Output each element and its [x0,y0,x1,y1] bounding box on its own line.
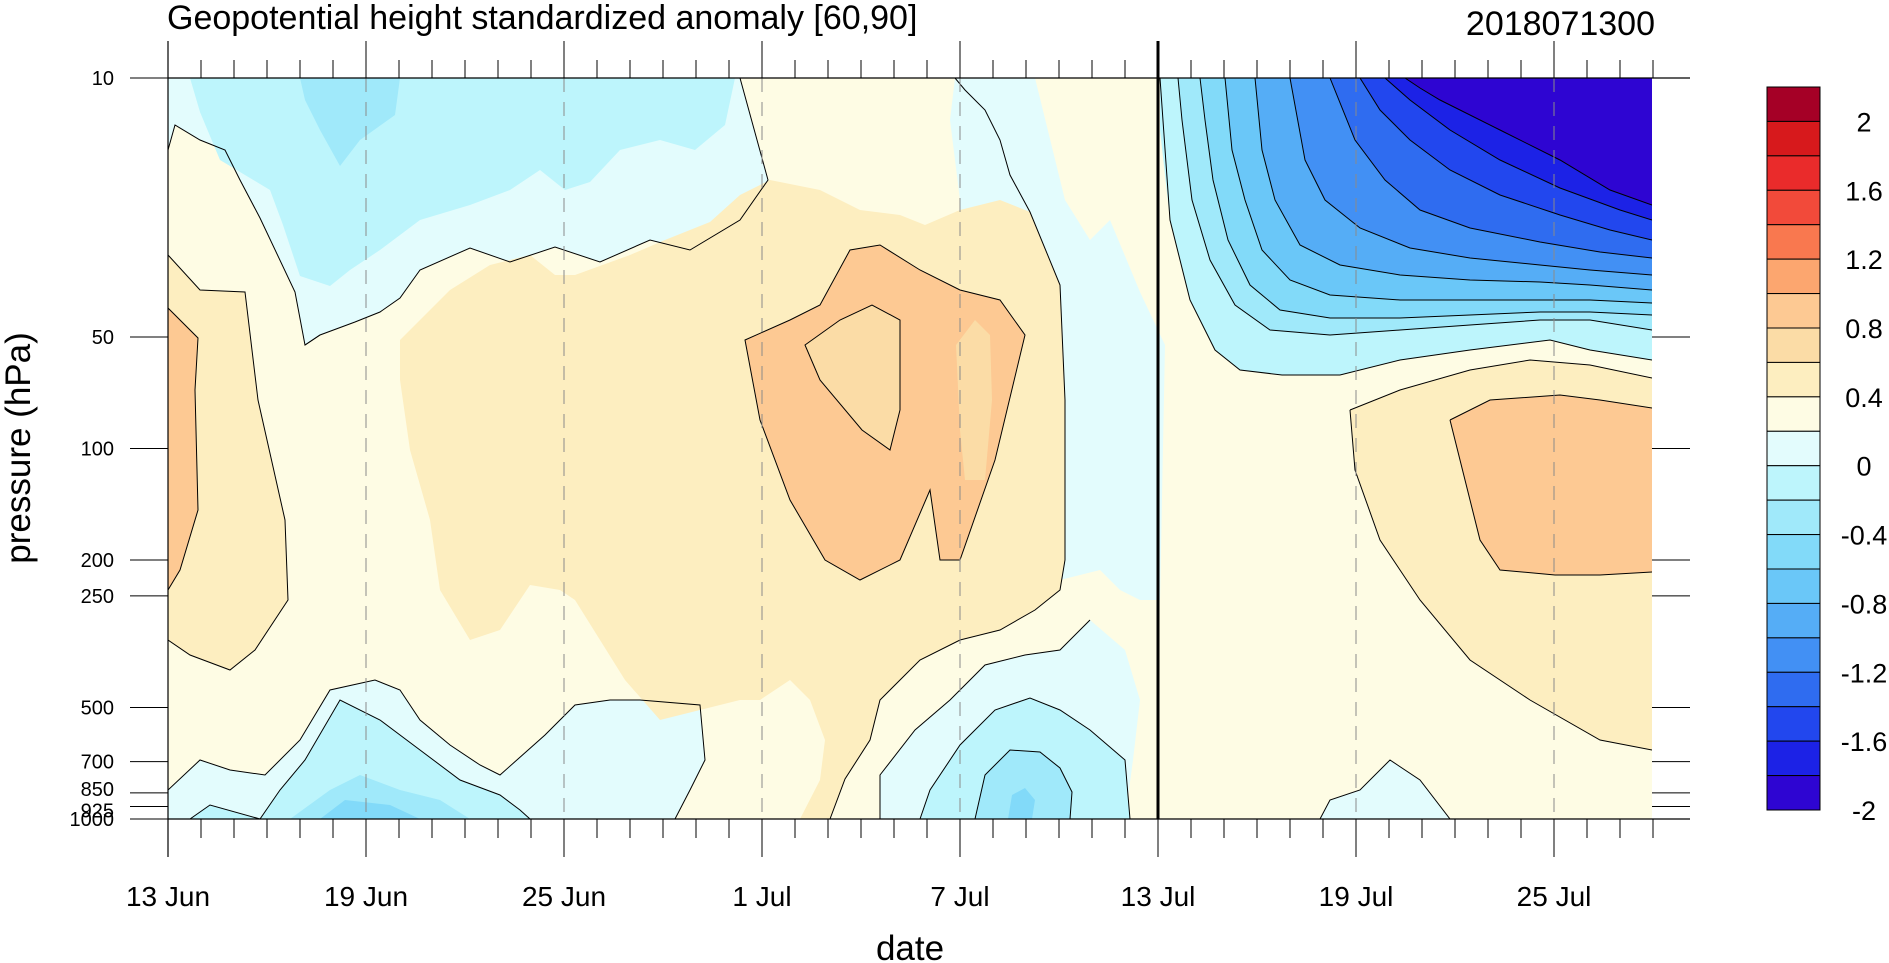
anomaly-region-positive [168,255,288,670]
y-tick-label: 700 [81,752,114,774]
anomaly-region-negative [1008,788,1035,819]
colorbar-label: 2 [1856,107,1871,137]
x-tick-label: 25 Jun [522,881,606,912]
y-tick-label: 500 [81,697,114,719]
x-axis-tick-labels: 13 Jun 19 Jun 25 Jun 1 Jul 7 Jul 13 Jul 19 Jul… [126,881,1591,912]
date-gridlines [365,78,1555,819]
colorbar-swatch [1766,258,1821,295]
anomaly-region-positive [805,305,900,450]
colorbar [1766,86,1821,811]
x-tick-label: 13 Jun [126,881,210,912]
colorbar-label: -2 [1852,796,1876,826]
anomaly-region-negative [975,750,1072,819]
colorbar-swatch [1766,534,1821,570]
plot-area [168,78,1652,819]
y-tick-label: 250 [81,586,114,608]
y-tick-label: 850 [81,779,114,801]
colorbar-swatch [1766,430,1821,467]
colorbar-swatch [1766,602,1821,639]
x-tick-label: 19 Jun [324,881,408,912]
colorbar-label: 0 [1856,452,1871,482]
colorbar-label: 0.8 [1845,314,1883,344]
x-tick-label: 25 Jul [1517,881,1592,912]
colorbar-swatch [1766,499,1821,536]
y-tick-label: 50 [92,327,114,349]
y-tick-label: 200 [81,550,114,572]
x-axis-label: date [876,929,944,963]
colorbar-swatch [1766,706,1821,742]
contour-lines [168,78,1652,819]
colorbar-swatch [1766,396,1821,432]
colorbar-label: -1.2 [1841,658,1888,688]
x-axis-ticks [167,41,1654,857]
colorbar-label: 0.4 [1845,383,1883,413]
colorbar-swatch [1766,637,1821,673]
colorbar-label: 1.6 [1845,176,1883,206]
y-axis-ticks [130,77,1690,820]
y-tick-label: 925 [81,800,114,822]
colorbar-swatch [1766,120,1821,157]
colorbar-swatch [1766,671,1821,708]
colorbar-labels: 2 1.6 1.2 0.8 0.4 0 -0.4 -0.8 -1.2 -1.6 -2 [1841,107,1888,826]
colorbar-swatch [1766,189,1821,226]
anomaly-region-negative [300,78,400,166]
colorbar-swatch [1766,293,1821,329]
colorbar-label: -0.8 [1841,589,1888,619]
colorbar-swatch [1766,465,1821,501]
colorbar-swatch [1766,327,1821,363]
chart-date-stamp: 2018071300 [1466,5,1655,43]
colorbar-label: 1.2 [1845,245,1883,275]
anomaly-region-positive [956,320,992,480]
y-tick-label: 100 [81,439,114,461]
y-tick-label: 10 [92,68,114,90]
chart-title: Geopotential height standardized anomaly… [167,0,917,37]
x-tick-label: 7 Jul [930,881,989,912]
colorbar-label: -1.6 [1841,727,1888,757]
colorbar-swatch [1766,155,1821,191]
anomaly-region-positive [1450,395,1652,575]
anomaly-region-negative [1405,78,1652,205]
colorbar-swatch [1766,361,1821,398]
colorbar-swatch [1766,224,1821,260]
colorbar-swatch [1766,775,1821,811]
anomaly-region-negative [320,800,420,819]
colorbar-label: -0.4 [1841,521,1888,551]
anomaly-region-positive [168,308,198,590]
y-tick-label: 1000 [70,809,115,831]
x-tick-label: 1 Jul [732,881,791,912]
y-axis-label: pressure (hPa) [0,332,38,563]
anomaly-region-negative [1320,760,1450,819]
anomaly-region-negative [190,700,530,819]
x-tick-label: 13 Jul [1121,881,1196,912]
colorbar-swatch [1766,568,1821,604]
colorbar-swatch [1766,740,1821,777]
x-tick-label: 19 Jul [1319,881,1394,912]
colorbar-swatch [1766,86,1821,122]
